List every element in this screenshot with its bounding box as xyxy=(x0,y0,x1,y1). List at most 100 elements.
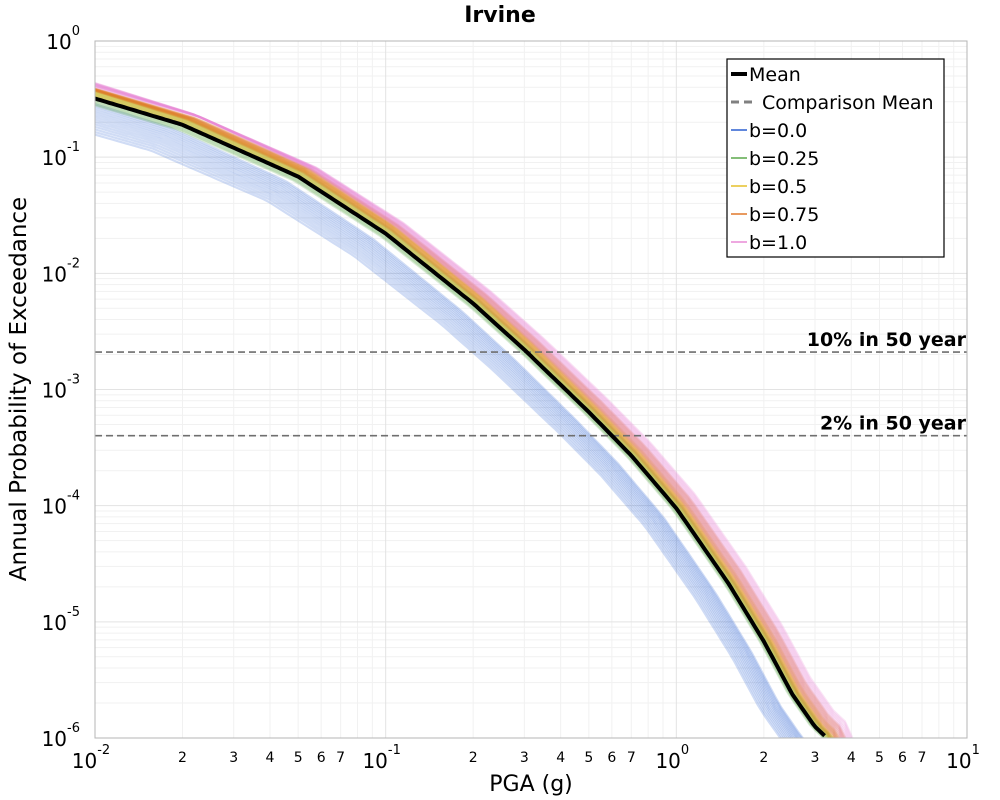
x-minor-tick-label: 2 xyxy=(469,750,478,766)
legend: Mean Comparison Mean b=0.0 b=0.25 b=0.5 b=0.7… xyxy=(726,58,945,258)
x-tick-label: 10-2 xyxy=(72,743,110,773)
x-minor-tick-label: 5 xyxy=(584,750,593,766)
legend-label: b=0.25 xyxy=(749,148,819,170)
band-curve xyxy=(95,113,798,738)
band-curve xyxy=(95,85,852,738)
legend-item: Mean xyxy=(731,64,801,86)
band-curve xyxy=(95,93,835,738)
band-curve xyxy=(95,84,851,738)
band-curve xyxy=(95,87,847,738)
band-curve xyxy=(95,83,847,738)
band-curve xyxy=(95,104,824,738)
band-curve xyxy=(95,118,794,738)
band-curve xyxy=(95,88,838,738)
x-minor-tick-label: 7 xyxy=(627,750,636,766)
plot-frame xyxy=(94,40,968,739)
band-curve xyxy=(95,88,841,738)
band-series-0 xyxy=(95,103,805,738)
band-curve xyxy=(95,87,845,738)
x-minor-tick-label: 3 xyxy=(811,750,820,766)
mean-curve-layer xyxy=(94,96,826,738)
legend-item: b=0.0 xyxy=(731,120,807,142)
band-curve xyxy=(95,133,782,738)
band-curve xyxy=(95,109,800,738)
x-minor-tick-label: 4 xyxy=(266,750,275,766)
band-curve xyxy=(95,105,804,738)
x-minor-tick-label: 4 xyxy=(847,750,856,766)
band-curve xyxy=(95,89,836,738)
band-curve xyxy=(95,83,844,738)
legend-label: b=0.0 xyxy=(749,120,807,142)
band-curve xyxy=(95,90,834,738)
band-curve xyxy=(95,120,792,738)
band-curve xyxy=(95,91,837,738)
band-curve xyxy=(95,123,791,738)
reference-line-label: 10% in 50 year xyxy=(807,329,967,351)
band-curve xyxy=(95,83,846,738)
band-curve xyxy=(95,88,843,738)
y-tick-label: 10-1 xyxy=(42,140,80,170)
band-curve xyxy=(95,125,789,738)
band-curve xyxy=(95,89,834,738)
band-curve xyxy=(95,91,833,738)
legend-label: Mean xyxy=(749,64,801,86)
x-minor-tick-label: 5 xyxy=(875,750,884,766)
band-curve xyxy=(95,89,837,738)
reference-lines: 10% in 50 year 2% in 50 year xyxy=(95,329,967,437)
legend-item: b=0.5 xyxy=(731,176,807,198)
x-minor-tick-label: 3 xyxy=(229,750,238,766)
band-curve xyxy=(95,81,837,738)
legend-item: b=0.75 xyxy=(731,204,819,226)
band-curve xyxy=(95,91,836,738)
x-minor-tick-label: 2 xyxy=(759,750,768,766)
x-minor-tick-label: 5 xyxy=(294,750,303,766)
x-minor-tick-label: 3 xyxy=(520,750,529,766)
band-curve xyxy=(95,83,843,738)
y-tick-label: 10-4 xyxy=(42,489,80,519)
x-minor-tick-label: 7 xyxy=(918,750,927,766)
band-series-4 xyxy=(95,81,854,738)
band-curve xyxy=(95,89,836,738)
legend-item: b=1.0 xyxy=(731,232,807,254)
grid xyxy=(94,40,968,739)
band-curve xyxy=(95,82,842,738)
x-minor-tick-label: 6 xyxy=(898,750,907,766)
x-minor-tick-label: 7 xyxy=(336,750,345,766)
y-axis-label: Annual Probability of Exceedance xyxy=(6,197,32,581)
legend-item: Comparison Mean xyxy=(731,92,934,114)
band-curve xyxy=(95,116,796,738)
y-tick-label: 10-2 xyxy=(42,256,80,286)
legend-label: Comparison Mean xyxy=(762,92,934,114)
x-axis-label: PGA (g) xyxy=(489,772,573,797)
chart-title: Irvine xyxy=(464,3,536,28)
band-curve xyxy=(95,89,840,738)
reference-line-label: 2% in 50 year xyxy=(820,413,967,435)
band-curve xyxy=(95,88,842,738)
x-minor-tick-label: 2 xyxy=(178,750,187,766)
x-tick-label: 101 xyxy=(946,743,980,773)
band-curve xyxy=(95,86,854,738)
band-series-3 xyxy=(95,87,847,738)
x-tick-label: 10-1 xyxy=(362,743,400,773)
x-minor-tick-label: 6 xyxy=(607,750,616,766)
band-curve xyxy=(95,92,832,738)
band-curve xyxy=(95,94,831,738)
band-curve xyxy=(95,84,848,738)
band-curve xyxy=(95,85,853,738)
band-curve xyxy=(95,107,802,738)
band-curve xyxy=(95,84,849,738)
band-curve xyxy=(95,89,839,738)
band-curve xyxy=(95,90,838,738)
band-curve xyxy=(95,82,841,738)
band-curve xyxy=(95,88,840,738)
y-tick-label: 10-6 xyxy=(42,721,80,751)
legend-label: b=0.75 xyxy=(749,204,819,226)
x-minor-tick-label: 6 xyxy=(317,750,326,766)
x-tick-label: 100 xyxy=(655,743,689,773)
band-curve xyxy=(95,87,844,738)
band-curve xyxy=(95,92,836,738)
legend-label: b=1.0 xyxy=(749,232,807,254)
